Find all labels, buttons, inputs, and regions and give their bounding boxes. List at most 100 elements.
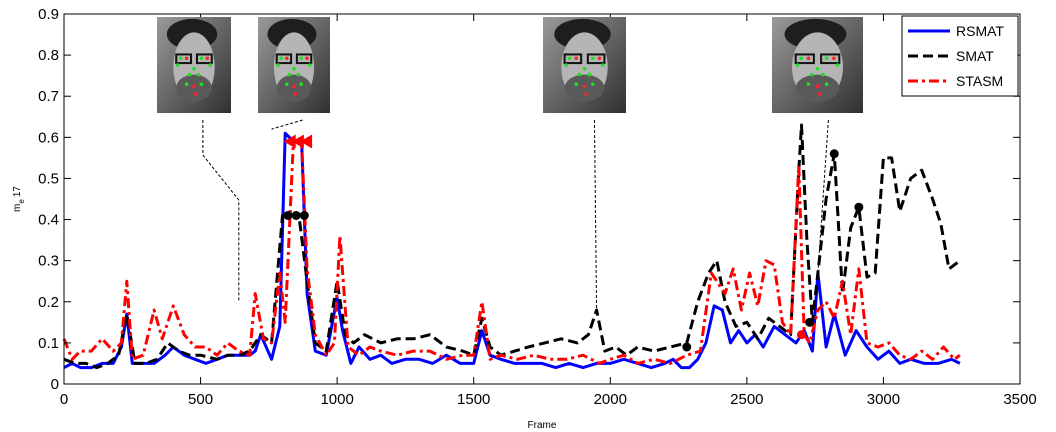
face-landmark-point (577, 72, 582, 77)
face-landmark-point (564, 63, 569, 67)
face-glasses-left (175, 53, 193, 65)
svg-text:me17: me17 (12, 186, 26, 212)
face-landmark-point (574, 56, 578, 61)
marker-smat (291, 210, 301, 220)
face-landmark-point (597, 56, 602, 61)
marker-stasm (291, 134, 304, 149)
legend-label-stasm: STASM (956, 73, 1003, 89)
face-landmark-point (574, 82, 578, 86)
face-landmark-point (293, 92, 298, 96)
face-landmark-point (199, 56, 204, 61)
marker-stasm (300, 134, 313, 149)
face-thumbnail (157, 17, 231, 113)
face-landmark-point (279, 56, 283, 61)
face-glasses-right (586, 53, 606, 65)
y-tick-label: 0 (51, 376, 59, 393)
face-landmark-point (308, 63, 312, 67)
face-landmark-point (806, 82, 811, 86)
x-tick-label: 2000 (594, 391, 627, 408)
y-tick-label: 0.2 (38, 294, 59, 311)
face-landmark-point (196, 72, 201, 77)
face-thumbnail (258, 17, 330, 113)
face-landmark-point (299, 82, 304, 86)
face-glasses-left (563, 53, 583, 65)
x-tick-label: 2500 (730, 391, 763, 408)
face-landmark-point (292, 84, 296, 88)
face-landmark-point (276, 63, 280, 67)
y-tick-label: 0.8 (38, 47, 59, 64)
face-landmark-point (817, 92, 822, 96)
y-axis-label: me17 (12, 186, 26, 212)
series-line-stasm (62, 139, 961, 365)
x-tick-label: 3000 (867, 391, 900, 408)
x-tick-label: 0 (60, 391, 68, 408)
y-tick-label: 0.6 (38, 129, 59, 146)
face-landmark-point (582, 67, 587, 71)
y-tick-label: 0.5 (38, 170, 59, 187)
face-landmark-point (208, 63, 213, 67)
face-landmark-point (193, 92, 198, 96)
legend-box (901, 15, 1019, 97)
marker-smat (283, 210, 293, 220)
face-landmark-point (591, 56, 595, 61)
face-landmark-point (184, 56, 189, 61)
face-landmark-point (192, 84, 196, 88)
face-landmark-point (600, 63, 605, 67)
y-tick-label: 0.7 (38, 88, 59, 105)
face-landmark-point (815, 84, 820, 88)
x-axis-label: Frame (528, 420, 557, 431)
tick-labels: 0 500 1000 1500 2000 2500 3000 3500 0 0.1 0.2 0.3 0.… (38, 6, 1037, 408)
x-tick-label: 500 (188, 391, 213, 408)
face-landmark-point (821, 72, 825, 77)
face-landmark-point (795, 63, 800, 67)
legend: RSMAT SMAT STASM (901, 15, 1019, 97)
legend-label-rsmat: RSMAT (956, 23, 1004, 39)
y-tick-label: 0.4 (38, 212, 59, 229)
face-landmark-point (591, 82, 595, 86)
face-landmark-point (175, 63, 180, 67)
face-landmark-point (287, 72, 292, 77)
face-glasses-right (195, 53, 213, 65)
face-beard (564, 74, 605, 102)
y-tick-label: 0.9 (38, 6, 59, 23)
y-tick-label: 0.1 (38, 335, 59, 352)
face-beard (795, 74, 840, 102)
x-tick-label: 1500 (457, 391, 490, 408)
face-beard (176, 74, 212, 102)
y-tick-label: 0.3 (38, 253, 59, 270)
marker-smat (829, 149, 839, 159)
face-glasses-right (295, 53, 313, 65)
face-thumbnail (772, 17, 863, 113)
face-landmark-point (192, 67, 196, 71)
face-landmark-point (824, 82, 829, 86)
face-glasses-left (794, 53, 815, 65)
face-thumbnails (157, 17, 863, 113)
face-landmark-point (305, 56, 309, 61)
face-landmark-point (184, 82, 189, 86)
x-tick-label: 1000 (320, 391, 353, 408)
face-landmark-point (832, 56, 836, 61)
face-landmark-point (292, 67, 296, 71)
y-axis-label-sub: e (17, 199, 26, 204)
face-landmark-point (584, 92, 588, 96)
face-landmark-point (587, 72, 592, 77)
face-landmark-point (178, 56, 183, 61)
face-landmark-point (835, 63, 840, 67)
y-axis-label-suffix: 17 (12, 186, 23, 198)
marker-smat (805, 317, 815, 327)
face-landmark-point (799, 56, 803, 61)
face-landmark-point (806, 56, 811, 61)
face-landmark-point (582, 84, 587, 88)
face-callout-line (202, 120, 240, 302)
face-landmark-point (815, 67, 820, 71)
face-glasses-right (820, 53, 841, 65)
face-landmark-point (205, 56, 210, 61)
plot-frame (63, 13, 1021, 385)
face-thumbnail (543, 17, 626, 113)
marker-layer (283, 134, 864, 352)
face-landmark-point (285, 56, 289, 61)
marker-smat (299, 210, 309, 220)
legend-label-smat: SMAT (956, 48, 994, 64)
marker-smat (854, 202, 864, 212)
